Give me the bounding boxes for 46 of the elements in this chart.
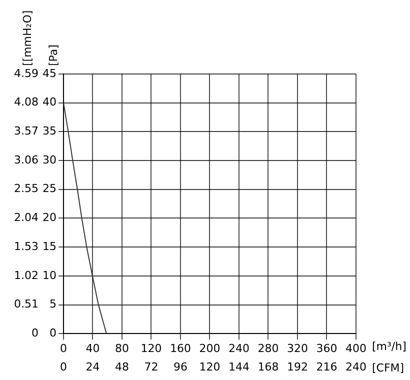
y2-tick-label: 1.02 — [14, 268, 38, 282]
y-tick-label: 5 — [49, 298, 56, 311]
x2-tick-label: 144 — [228, 360, 250, 374]
x-tick-label: 280 — [258, 342, 279, 356]
x2-tick-label: 216 — [316, 360, 338, 374]
y2-tick-label: 3.57 — [14, 124, 38, 138]
x-tick-label: 200 — [199, 342, 220, 356]
x2-tick-label: 168 — [258, 360, 279, 374]
x2-tick-label: 48 — [114, 360, 129, 374]
y-tick-label: 40 — [42, 96, 56, 109]
x-tick-label: 320 — [287, 342, 308, 356]
y2-tick-label: 2.55 — [14, 182, 38, 196]
y-tick-label: 25 — [42, 182, 56, 196]
y-tick-label: 30 — [42, 153, 56, 166]
x-tick-label: 360 — [316, 342, 338, 356]
y-tick-label: 35 — [42, 124, 56, 138]
y-tick-label: 15 — [42, 240, 56, 253]
x-tick-label: 40 — [86, 342, 100, 356]
x2-tick-label: 192 — [287, 360, 308, 374]
x2-tick-label: 120 — [199, 360, 220, 374]
y2-tick-label: 1.53 — [14, 240, 38, 253]
x-tick-label: 240 — [228, 342, 250, 356]
y-tick-label: 10 — [42, 268, 56, 282]
y2-tick-label: 2.04 — [14, 211, 38, 224]
x2-tick-label: 96 — [173, 360, 188, 374]
x-axis-title: [m³/h] — [372, 340, 406, 354]
y2-tick-label: 0.51 — [14, 298, 38, 311]
y2-tick-label: 4.08 — [14, 96, 38, 109]
y2-axis-title: [[mmH₂O] — [21, 10, 34, 66]
x2-tick-label: 24 — [86, 360, 100, 374]
x2-tick-label: 72 — [144, 360, 158, 374]
x2-tick-label: 240 — [346, 360, 366, 374]
x-tick-label: 160 — [170, 342, 191, 356]
y2-tick-label: 3.06 — [14, 153, 38, 166]
x-tick-label: 0 — [60, 342, 67, 356]
y2-tick-label: 0 — [31, 326, 38, 340]
x-tick-label: 400 — [346, 342, 366, 356]
x-tick-label: 80 — [114, 342, 129, 356]
x2-tick-label: 0 — [60, 360, 67, 374]
y-tick-label: 20 — [42, 211, 56, 224]
y2-tick-label: 4.59 — [14, 66, 38, 80]
x-tick-label: 120 — [140, 342, 162, 356]
y-tick-label: 0 — [49, 326, 56, 340]
y-axis-title: [Pa] — [46, 44, 60, 66]
y-tick-label: 45 — [42, 66, 56, 80]
x2-axis-title: [CFM] — [372, 361, 404, 374]
